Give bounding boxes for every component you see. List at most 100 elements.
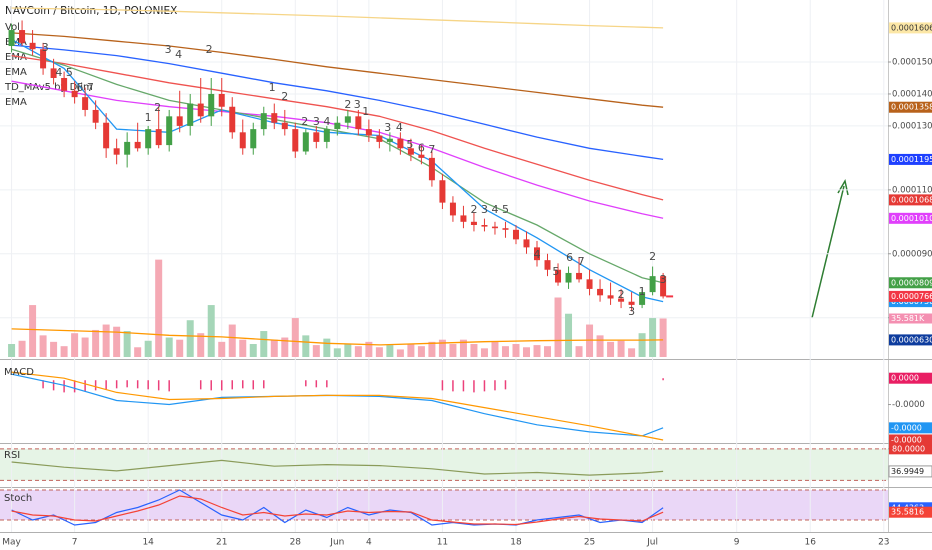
volume-bar [449,344,457,357]
td-count: 2 [470,203,477,216]
y-tick-label: 0.00014000 [892,89,932,99]
volume-bar [470,344,478,357]
x-tick-label: 16 [805,538,817,548]
volume-bar [207,305,215,357]
indicator-line [11,44,664,161]
y-tick-label: 80.0000 [892,444,925,453]
volume-bar [155,259,163,357]
macd-histogram-bar [126,380,128,388]
macd-histogram-bar [326,380,328,388]
macd-histogram-bar [473,380,475,393]
value-label-box [889,22,932,34]
value-label-box [889,277,932,289]
volume-bar [239,339,247,357]
volume-bar [176,339,184,357]
volume-bar [586,324,594,357]
level-band [0,448,888,481]
pane-title: RSI [4,450,20,461]
td-count: 5 [552,265,559,278]
volume-bar [354,346,362,357]
volume-label-box [889,313,932,324]
volume-bar [102,324,110,357]
value-label-box [889,506,932,518]
value-label-box [889,101,932,113]
x-tick-label: 21 [216,538,227,548]
volume-bar [113,326,121,357]
candle-body [576,272,583,280]
volume-bar [659,318,667,357]
macd-histogram-bar [210,380,212,391]
candle-body [103,122,110,149]
pane-title: MACD [4,367,34,378]
macd-histogram-bar [462,380,465,392]
value-label: 0.00016067 [891,23,932,32]
x-tick-label: 23 [878,538,889,548]
macd-histogram-bar [252,380,255,390]
volume-bar [134,347,142,357]
macd-histogram-bar [105,380,107,390]
td-count: 3 [481,203,488,216]
candle-body [176,116,183,126]
candle-body [29,42,36,50]
x-tick-label: 4 [366,538,372,548]
macd-histogram-bar [263,380,265,389]
volume-bar [438,339,446,357]
td-count: 7 [87,81,94,94]
volume-bar [186,320,194,357]
volume-label: 35.581K [891,314,925,323]
candle-body [250,129,257,149]
candle-body [113,148,120,155]
td-count: 6 [418,141,425,154]
volume-bar [459,339,467,357]
macd-histogram-bar [305,380,307,387]
macd-histogram-bar [315,380,318,388]
x-tick-label: May [2,538,21,548]
level-band [0,490,888,520]
candle-body [428,157,435,181]
candle-body [197,103,204,117]
td-count: 2 [618,288,625,301]
td-count: 4 [55,66,62,79]
td-count: 1 [145,111,152,124]
indicator-line [11,7,664,29]
volume-bar [554,297,562,357]
volume-bar [617,340,625,357]
candle-body [281,122,288,130]
volume-bar [50,341,58,357]
td-count: 2 [206,43,213,56]
candle-body [565,272,572,283]
value-label-box [889,290,932,302]
y-tick-label: 0.00015000 [892,58,932,68]
td-count: 4 [323,115,330,128]
macd-histogram-bar [84,380,86,392]
macd-histogram-bar [157,380,160,391]
candle-body [470,221,477,226]
volume-bar [260,331,268,357]
td-count: 2 [344,98,351,111]
candle-body [50,68,57,78]
macd-histogram-bar [441,380,444,391]
macd-histogram-bar [504,380,507,390]
td-count: 2 [154,101,161,114]
td-count: 3 [165,43,172,56]
candle-body [418,154,425,158]
volume-bar [60,346,68,357]
candle-body [523,239,530,248]
candle-body [271,113,278,123]
volume-bar [375,347,383,357]
value-label: 0.00007666 [891,292,932,301]
volume-bar [565,313,573,357]
td-count: 1 [269,81,276,94]
td-count: 7 [428,143,435,156]
volume-bar [323,338,331,357]
volume-bar [365,341,373,357]
volume-bar [501,346,509,357]
indicator-line [11,371,664,441]
volume-bar [92,329,100,357]
value-label: -0.0000 [891,423,922,432]
candle-body [460,215,467,222]
indicator-line [11,495,664,526]
volume-bar [18,340,26,357]
indicator-line [11,32,664,108]
